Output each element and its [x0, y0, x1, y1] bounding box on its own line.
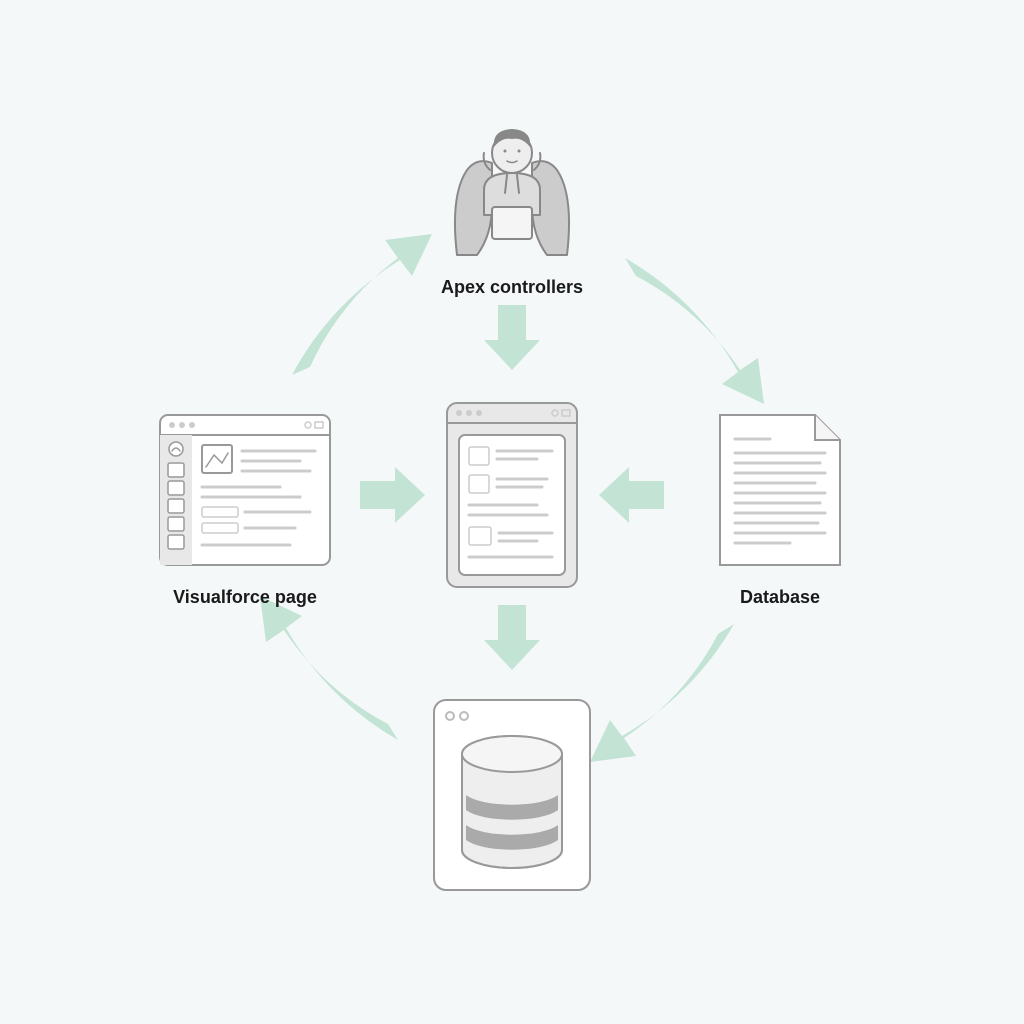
visualforce-page-node: Visualforce page — [150, 405, 340, 608]
database-node: Database — [700, 405, 860, 608]
apex-controllers-node: Apex controllers — [422, 115, 602, 298]
document-icon — [700, 405, 860, 575]
developer-icon — [422, 115, 602, 265]
database-window-icon — [422, 690, 602, 900]
browser-page-icon — [150, 405, 340, 575]
database-label: Database — [740, 587, 820, 608]
web-form-icon — [437, 395, 587, 595]
diagram-canvas: Apex controllers — [0, 0, 1024, 1024]
visualforce-page-label: Visualforce page — [173, 587, 317, 608]
database-window-node — [422, 690, 602, 900]
center-form-node — [437, 395, 587, 595]
apex-controllers-label: Apex controllers — [441, 277, 583, 298]
